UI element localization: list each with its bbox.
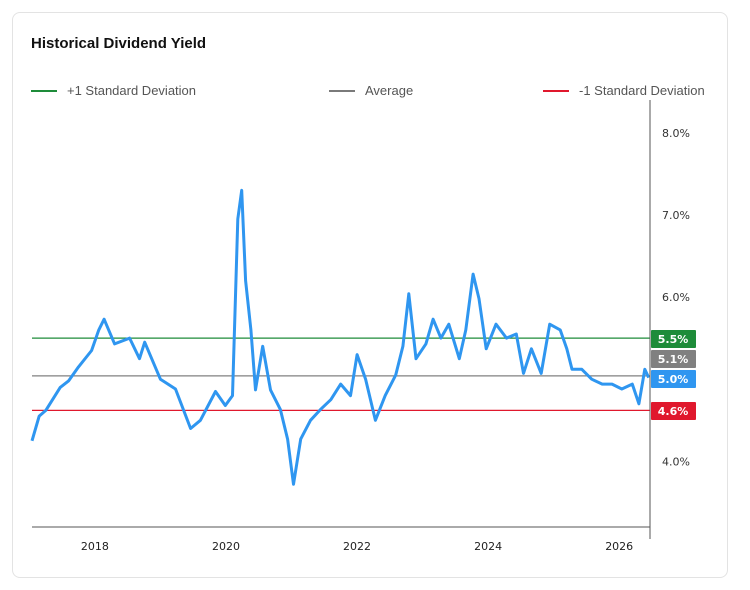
x-tick-label: 2024 [474, 540, 502, 553]
legend-label: +1 Standard Deviation [67, 83, 197, 98]
y-tick-label: 7.0% [662, 209, 690, 222]
legend-plus-1-sd: +1 Standard Deviation [31, 83, 196, 98]
legend-label: -1 Standard Deviation [579, 83, 705, 98]
legend-minus-1-sd: -1 Standard Deviation [543, 83, 705, 98]
x-tick-label: 2020 [212, 540, 240, 553]
value-badge-label: 5.5% [658, 333, 689, 346]
legend-swatch-red [543, 89, 569, 92]
legend-swatch-gray [329, 89, 355, 92]
legend-label: Average [365, 83, 414, 98]
value-badge-label: 5.0% [658, 373, 689, 386]
chart-title: Historical Dividend Yield [31, 35, 207, 52]
value-badge [651, 370, 696, 388]
value-badge-label: 5.1% [658, 353, 689, 366]
x-tick-label: 2022 [343, 540, 371, 553]
y-tick-label: 6.0% [662, 291, 690, 304]
x-tick-label: 2018 [81, 540, 109, 553]
yield-series-line [30, 188, 651, 486]
legend-swatch-green [31, 89, 57, 92]
value-badge-label: 4.6% [658, 405, 689, 418]
y-tick-label: 8.0% [662, 127, 690, 140]
chart-card [12, 12, 728, 578]
value-badge [651, 402, 696, 420]
value-badge [651, 350, 696, 368]
legend-average: Average [329, 83, 413, 98]
y-tick-label: 4.0% [662, 455, 690, 468]
value-badge [651, 330, 696, 348]
x-tick-label: 2026 [605, 540, 633, 553]
